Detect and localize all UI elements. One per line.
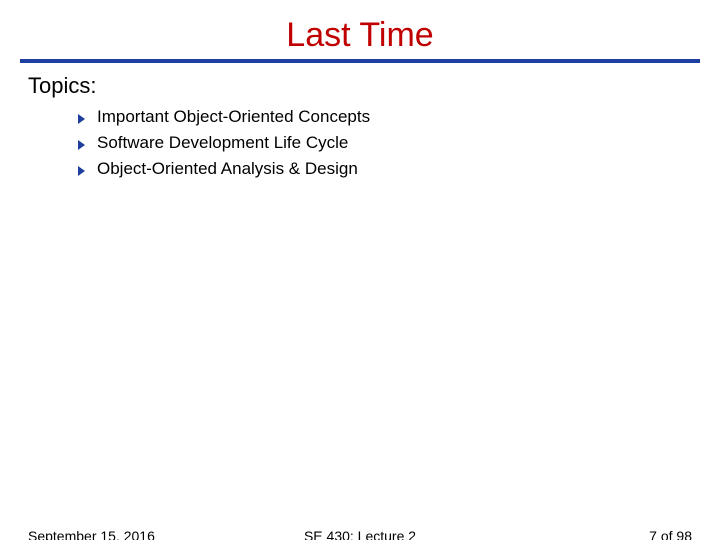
title-divider [20, 59, 700, 63]
list-item-text: Object-Oriented Analysis & Design [97, 159, 358, 179]
footer-page: 7 of 98 [649, 528, 692, 540]
slide-footer: September 15, 2016 SE 430: Lecture 2 7 o… [0, 528, 720, 540]
list-item: Software Development Life Cycle [78, 133, 720, 155]
chevron-right-icon [78, 163, 85, 181]
chevron-right-icon [78, 137, 85, 155]
list-item-text: Important Object-Oriented Concepts [97, 107, 370, 127]
chevron-right-icon [78, 111, 85, 129]
section-heading: Topics: [28, 73, 720, 99]
list-item-text: Software Development Life Cycle [97, 133, 348, 153]
footer-date: September 15, 2016 [28, 528, 155, 540]
footer-course: SE 430: Lecture 2 [304, 528, 416, 540]
list-item: Important Object-Oriented Concepts [78, 107, 720, 129]
slide-title: Last Time [0, 16, 720, 55]
bullet-list: Important Object-Oriented Concepts Softw… [78, 107, 720, 181]
list-item: Object-Oriented Analysis & Design [78, 159, 720, 181]
